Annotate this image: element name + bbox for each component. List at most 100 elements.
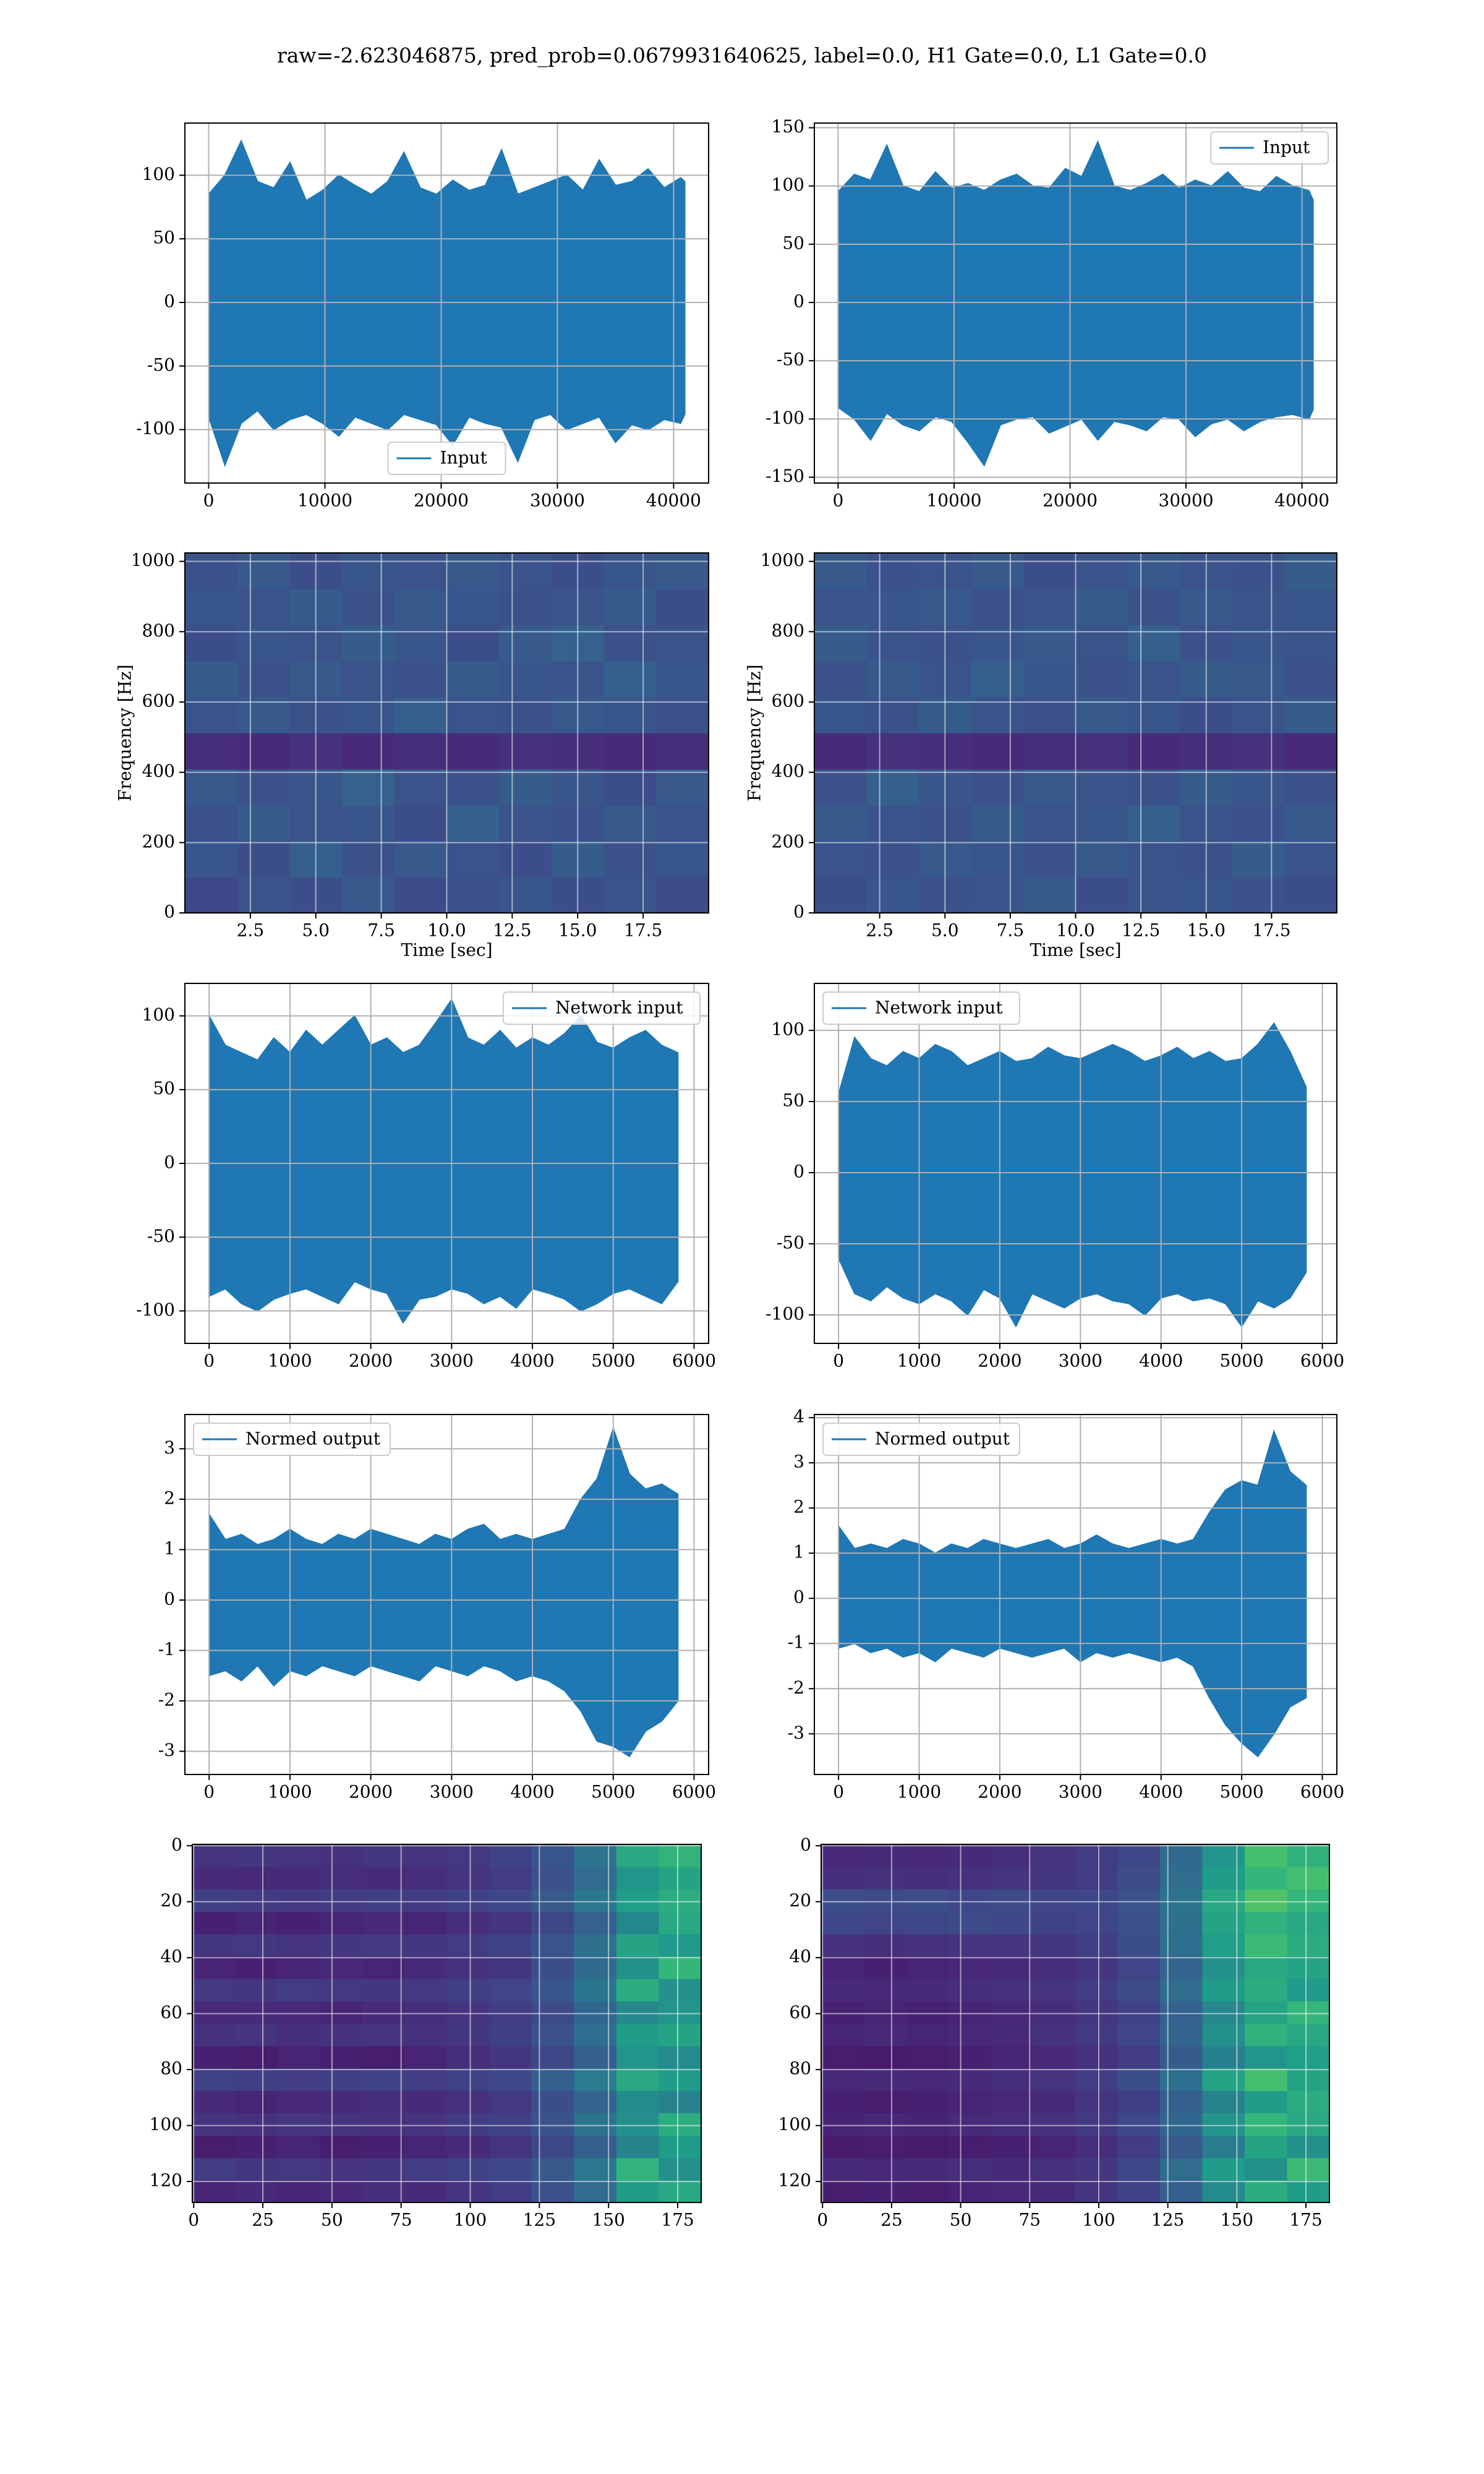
heatmap-cell: [574, 2157, 617, 2181]
heatmap-cell: [234, 1889, 278, 1912]
heatmap-cell: [1033, 2045, 1076, 2069]
heatmap-cell: [1033, 2180, 1076, 2202]
heatmap-cell: [446, 553, 500, 589]
signal-trace: [837, 140, 1314, 467]
heatmap-cell: [1160, 2045, 1203, 2069]
plot-area: [814, 123, 1337, 483]
heatmap-cell: [531, 1979, 574, 2001]
heatmap-cell: [404, 2113, 448, 2136]
heatmap-cell: [616, 1867, 660, 1890]
heatmap-cell: [319, 1979, 362, 2001]
x-tick-label: 7.5: [997, 920, 1025, 941]
y-tick-label: 0: [164, 291, 175, 311]
heatmap-cell: [342, 589, 395, 625]
x-tick-label: 25: [881, 2210, 903, 2230]
heatmap-cell: [394, 589, 448, 625]
axes-frame: [814, 552, 1337, 914]
heatmap-cell: [499, 769, 552, 805]
heatmap-cell: [446, 876, 500, 913]
heatmap-cell: [1033, 1979, 1076, 2001]
heatmap-cell: [1287, 1867, 1329, 1890]
heatmap-cell: [277, 1979, 320, 2001]
heatmap-cell: [489, 2180, 532, 2202]
heatmap-cell: [404, 2001, 448, 2024]
heatmap-cell: [1287, 1844, 1329, 1867]
heatmap-cell: [1117, 1844, 1161, 1867]
heatmap-cell: [319, 2001, 362, 2024]
heatmap-cell: [1075, 2113, 1119, 2136]
heatmap-cell: [1160, 1956, 1203, 1979]
heatmap-cell: [814, 769, 868, 805]
heatmap-cell: [531, 2135, 574, 2159]
x-tick-label: 5000: [1219, 1351, 1263, 1371]
x-tick-label: 0: [203, 1782, 215, 1802]
legend-label: Network input: [555, 998, 683, 1018]
heatmap-cell: [404, 2091, 448, 2113]
heatmap-cell: [1232, 661, 1286, 698]
x-tick-label: 10.0: [427, 920, 466, 941]
heatmap-cell: [906, 2091, 949, 2113]
heatmap-cell: [362, 2180, 405, 2202]
x-tick-label: 4000: [510, 1782, 554, 1802]
heatmap-cell: [446, 2001, 490, 2024]
heatmap-cell: [821, 1933, 864, 1957]
legend-label: Input: [440, 448, 488, 468]
heatmap-cell: [185, 733, 238, 769]
heatmap-cell: [234, 2023, 278, 2047]
heatmap-cell: [906, 2068, 949, 2091]
heatmap-cell: [991, 1956, 1034, 1979]
heatmap-cell: [1202, 1956, 1245, 1979]
heatmap-cell: [1284, 589, 1337, 625]
x-tick-label: 15.0: [558, 920, 597, 941]
heatmap-cell: [991, 2180, 1034, 2202]
heatmap-cell: [863, 2001, 906, 2024]
heatmap-cell: [948, 2091, 991, 2113]
heatmap-cell: [574, 1844, 617, 1867]
heatmap-cell: [319, 2091, 362, 2113]
heatmap-cell: [1160, 1867, 1203, 1890]
heatmap-cell: [906, 1844, 949, 1867]
heatmap-cell: [866, 625, 919, 662]
heatmap-cell: [531, 2023, 574, 2047]
y-tick-label: 0: [793, 1587, 804, 1607]
heatmap-cell: [1232, 769, 1286, 805]
heatmap-cell: [948, 1979, 991, 2001]
heatmap-cell: [446, 2045, 490, 2069]
heatmap-cell: [656, 661, 709, 698]
heatmap-cell: [948, 1933, 991, 1957]
heatmap-cell: [991, 2135, 1034, 2159]
y-tick-label: 800: [772, 620, 804, 641]
y-tick-label: 1: [793, 1542, 804, 1562]
heatmap-cell: [863, 1979, 906, 2001]
heatmap-cell: [1075, 1889, 1119, 1912]
heatmap-cell: [1232, 805, 1286, 842]
heatmap-cell: [1202, 1911, 1245, 1935]
heatmap-cell: [1033, 1889, 1076, 1912]
heatmap-cell: [866, 589, 919, 625]
heatmap-cell: [948, 2113, 991, 2136]
heatmap-cell: [971, 553, 1024, 589]
y-tick-label: 0: [793, 1161, 804, 1181]
heatmap-cell: [1033, 2068, 1076, 2091]
x-tick-label: 4000: [1139, 1351, 1183, 1371]
x-tick-label: 6000: [1300, 1351, 1344, 1371]
heatmap-cell: [574, 1911, 617, 1935]
heatmap-cell: [866, 841, 919, 878]
heatmap-cell: [394, 769, 448, 805]
heatmap-cell: [1023, 733, 1077, 769]
x-tick-label: 5000: [591, 1782, 635, 1802]
y-tick-label: -50: [777, 349, 804, 370]
heatmap-cell: [1117, 2045, 1161, 2069]
heatmap-cell: [863, 1933, 906, 1957]
plot-area: [814, 983, 1337, 1343]
heatmap-cell: [234, 2001, 278, 2024]
heatmap-cell: [1287, 1889, 1329, 1912]
heatmap-cell: [971, 589, 1024, 625]
heatmap-cell: [616, 2045, 660, 2069]
y-tick-label: -150: [765, 466, 804, 486]
heatmap-cell: [1117, 1889, 1161, 1912]
y-tick-label: 800: [142, 620, 175, 641]
heatmap-cell: [603, 805, 657, 842]
heatmap-cell: [1202, 2180, 1245, 2202]
x-tick-label: 6000: [1300, 1782, 1344, 1802]
